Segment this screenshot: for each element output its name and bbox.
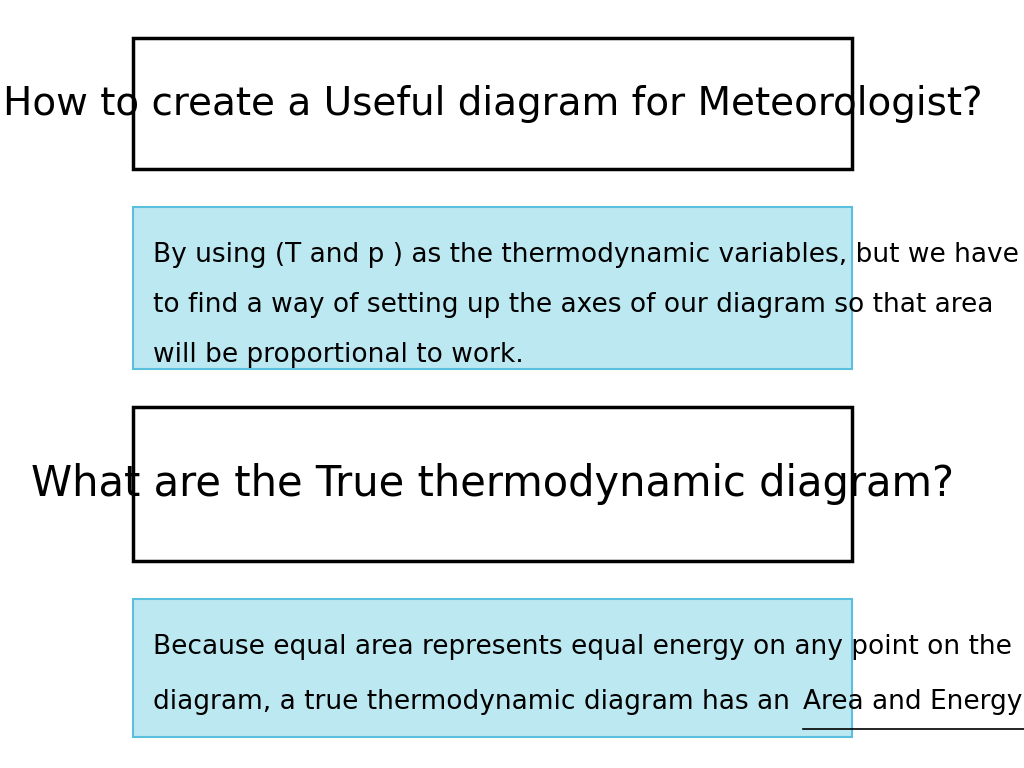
Text: What are the True thermodynamic diagram?: What are the True thermodynamic diagram? [31,463,954,505]
FancyBboxPatch shape [133,407,852,561]
Text: to find a way of setting up the axes of our diagram so that area: to find a way of setting up the axes of … [153,292,993,318]
Text: Area and Energy: Area and Energy [803,689,1022,715]
Text: will be proportional to work.: will be proportional to work. [153,342,523,368]
Text: diagram, a true thermodynamic diagram has an: diagram, a true thermodynamic diagram ha… [153,689,798,715]
Text: By using (T and p ) as the thermodynamic variables, but we have: By using (T and p ) as the thermodynamic… [153,242,1019,268]
FancyBboxPatch shape [133,207,852,369]
Text: Because equal area represents equal energy on any point on the: Because equal area represents equal ener… [153,634,1012,660]
FancyBboxPatch shape [133,38,852,169]
Text: How to create a Useful diagram for Meteorologist?: How to create a Useful diagram for Meteo… [3,84,982,123]
Text: diagram, a true thermodynamic diagram has an: diagram, a true thermodynamic diagram ha… [153,689,798,715]
FancyBboxPatch shape [133,599,852,737]
